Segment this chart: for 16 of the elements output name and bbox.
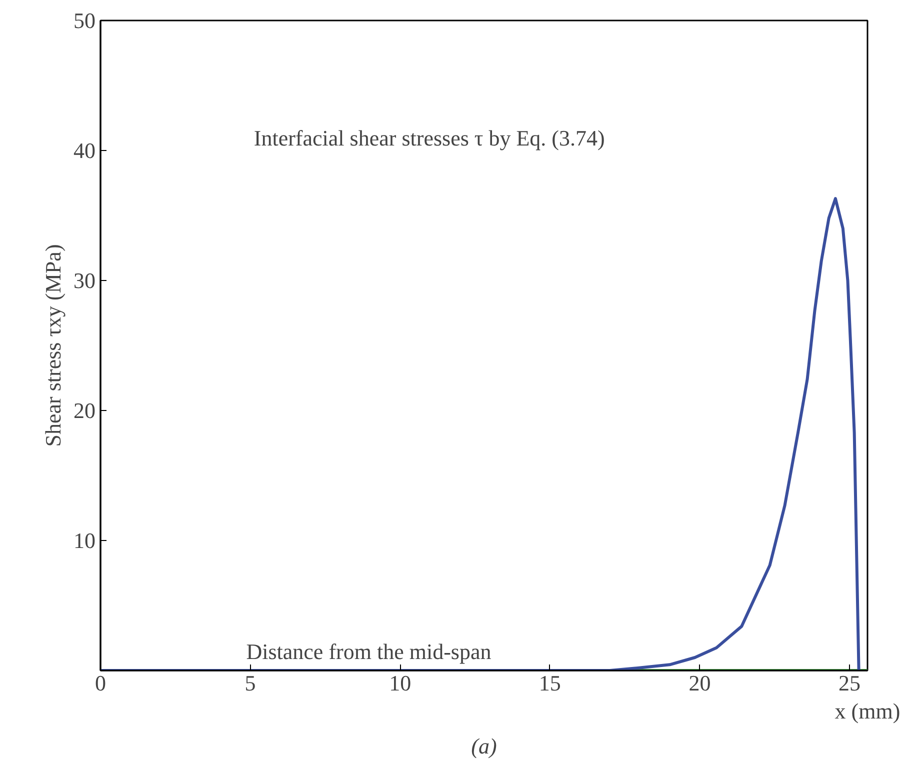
x-tick-label: 0 — [95, 670, 106, 696]
text: (a) — [471, 734, 497, 758]
x-tick-label: 20 — [688, 670, 711, 696]
x-tick-label: 5 — [244, 670, 256, 696]
y-tick-label: 40 — [74, 138, 96, 163]
x-tick-label: 15 — [538, 670, 561, 696]
y-tick-label: 20 — [74, 398, 96, 423]
annotation: Interfacial shear stresses τ by Eq. (3.74) — [254, 126, 605, 150]
x-tick-label: 10 — [389, 670, 412, 696]
annotation: Distance from the mid-span — [246, 639, 492, 664]
x-tick-label: 25 — [838, 670, 861, 696]
y-tick-label: 30 — [74, 268, 96, 293]
x-axis-title: x (mm) — [834, 698, 900, 724]
y-tick-label: 50 — [74, 8, 96, 33]
y-axis-title: Shear stress τxy (MPa) — [40, 244, 66, 447]
y-tick-label: 10 — [74, 528, 96, 553]
